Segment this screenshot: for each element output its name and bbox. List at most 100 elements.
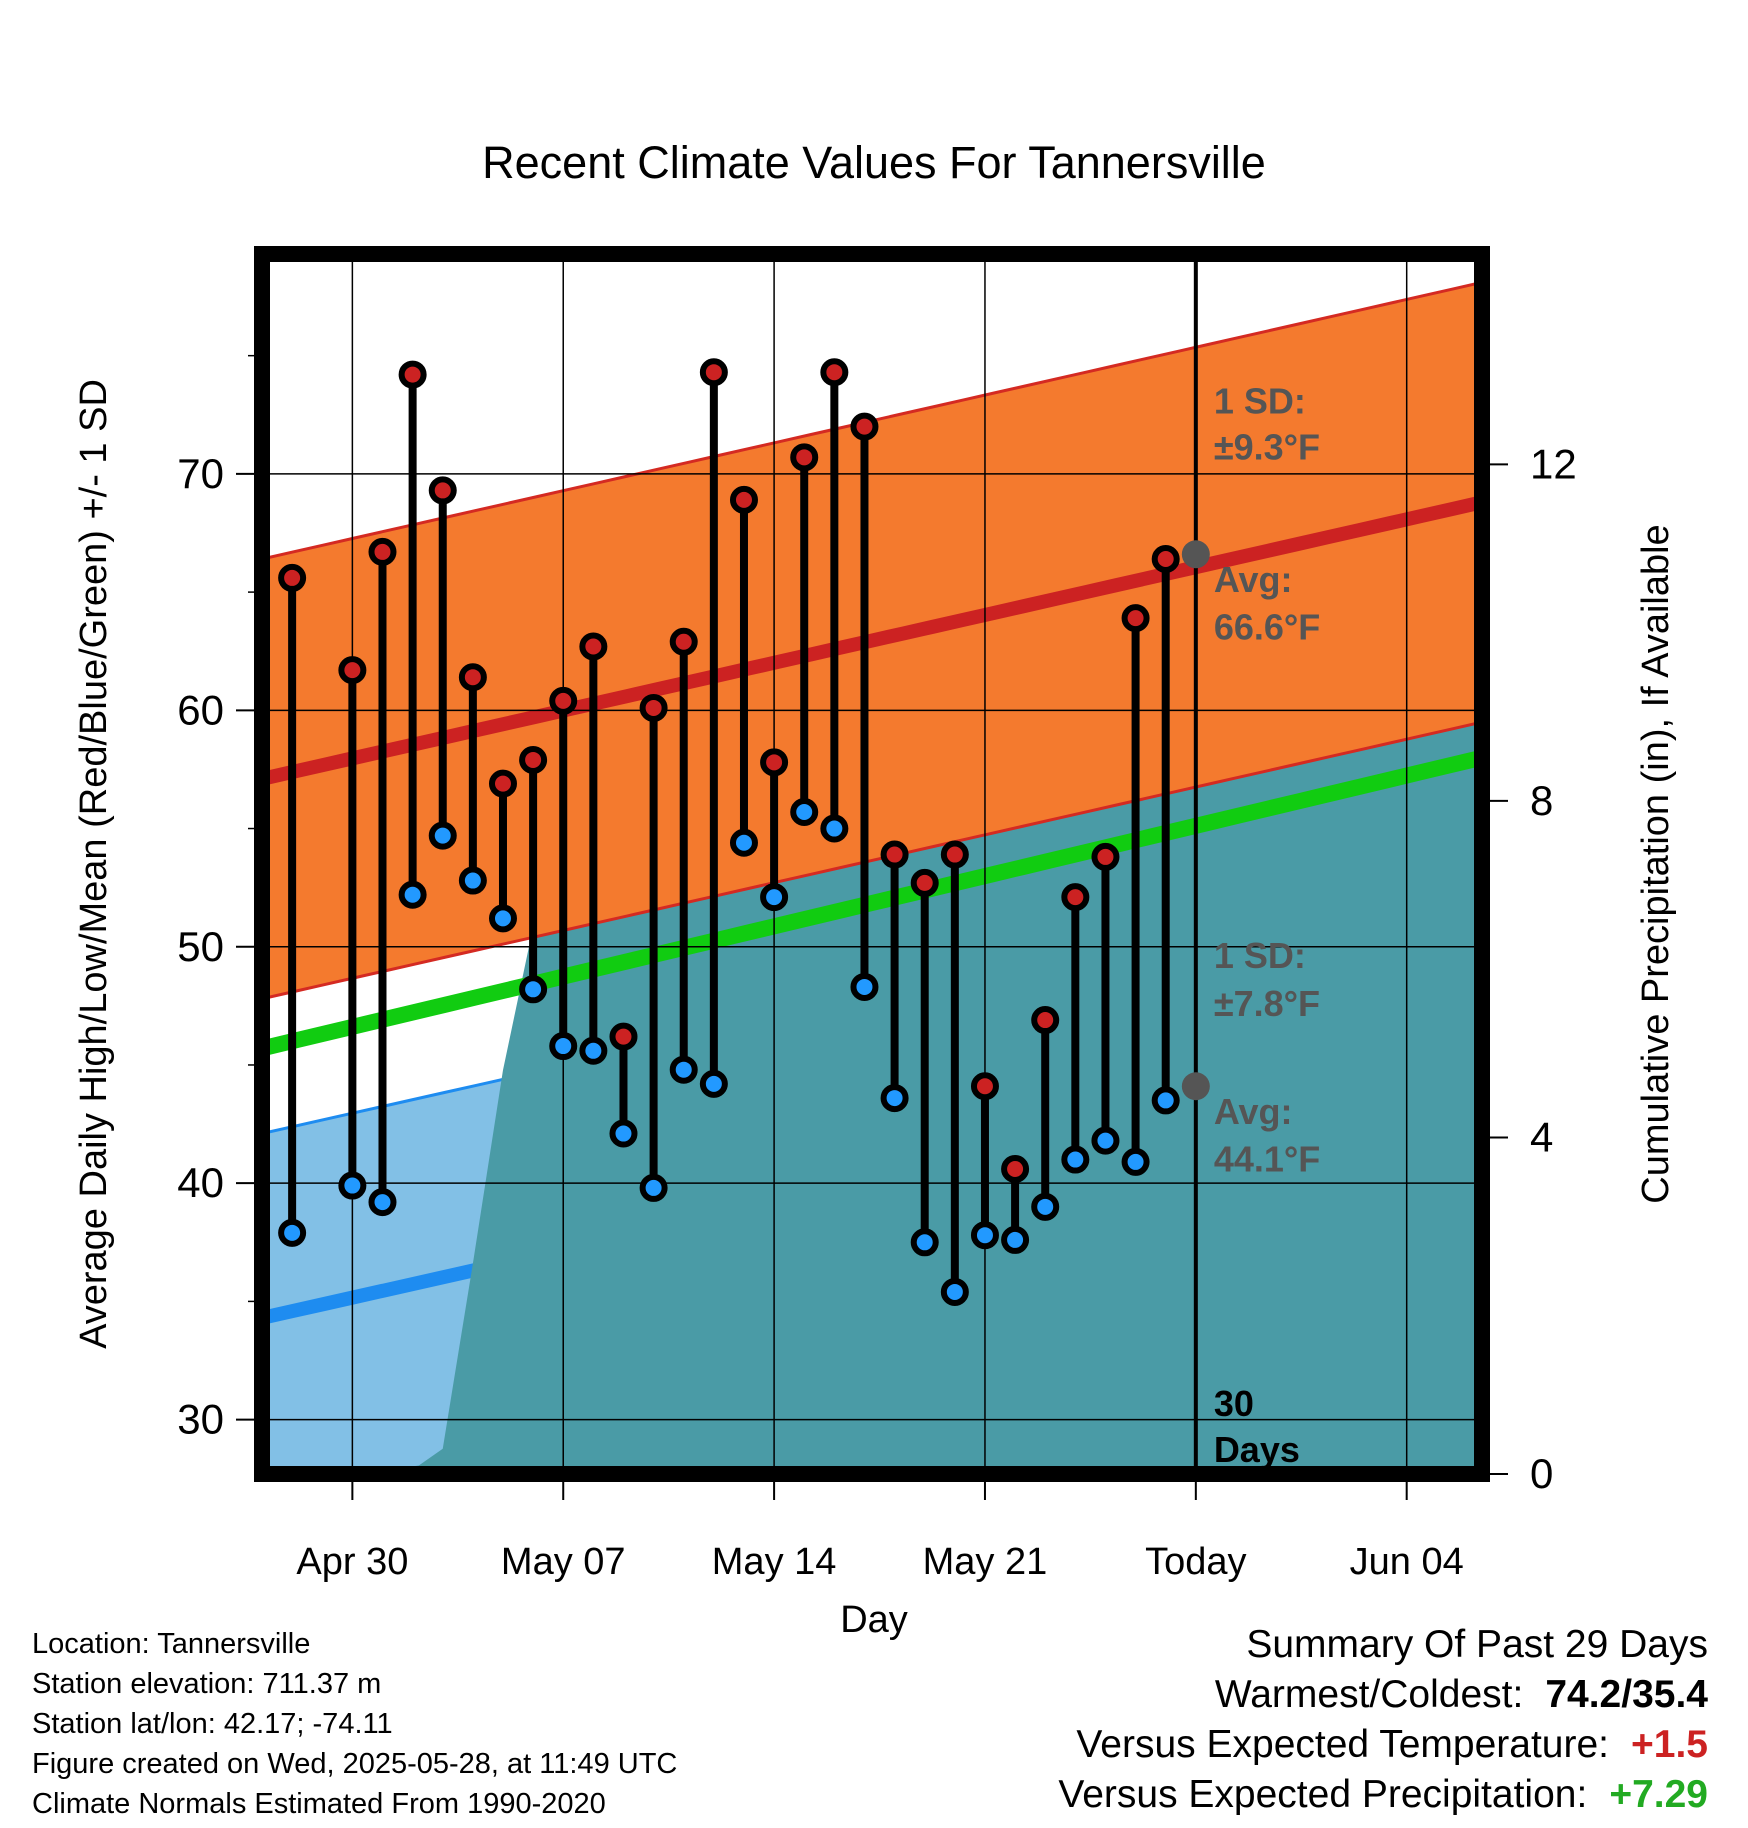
high-point	[609, 1022, 638, 1051]
y2-tick-label-3: 12	[1530, 440, 1577, 487]
temp-label: Versus Expected Temperature:	[1076, 1723, 1609, 1766]
low-point	[1031, 1192, 1060, 1221]
high-sd-label: 1 SD:	[1214, 381, 1306, 422]
low-point	[940, 1277, 969, 1306]
low-point	[910, 1228, 939, 1257]
x-tick-label-3: May 21	[923, 1541, 1048, 1583]
x-tick-label-1: May 07	[501, 1541, 626, 1583]
x-tick-label-5: Jun 04	[1350, 1541, 1464, 1583]
days-count-number: 30	[1214, 1383, 1254, 1424]
low-point	[850, 972, 879, 1001]
low-point	[699, 1069, 728, 1098]
temp-value: +1.5	[1631, 1723, 1708, 1766]
low-point	[970, 1221, 999, 1250]
x-tick-label-0: Apr 30	[296, 1541, 408, 1583]
low-point	[1151, 1086, 1180, 1115]
high-point	[790, 443, 819, 472]
high-point	[1001, 1155, 1030, 1183]
y-tick-label-1: 40	[177, 1159, 224, 1206]
low-point	[669, 1055, 698, 1084]
high-point	[368, 537, 397, 566]
location-text: Location: Tannersville	[32, 1628, 311, 1660]
high-point	[579, 632, 608, 661]
warm-cold-label: Warmest/Coldest:	[1214, 1673, 1524, 1716]
low-point	[338, 1171, 367, 1200]
days-count-unit: Days	[1214, 1429, 1300, 1470]
low-point	[880, 1084, 909, 1113]
high-point	[458, 663, 487, 692]
low-point	[820, 814, 849, 843]
elevation-text: Station elevation: 711.37 m	[32, 1668, 382, 1700]
low-avg-value: 44.1°F	[1214, 1138, 1320, 1179]
today-high-avg-marker	[1181, 540, 1210, 569]
low-point	[549, 1032, 578, 1061]
high-point	[519, 745, 548, 774]
high-point	[970, 1072, 999, 1101]
low-point	[790, 797, 819, 826]
high-point	[338, 656, 367, 685]
high-point	[940, 840, 969, 869]
summary-warm-cold: Warmest/Coldest: 74.2/35.4	[1058, 1670, 1708, 1720]
high-point	[880, 840, 909, 869]
high-normal-line	[262, 495, 1482, 786]
y-tick-label-4: 70	[177, 450, 224, 497]
x-tick-label-2: May 14	[712, 1541, 837, 1583]
warm-cold-value: 74.2/35.4	[1545, 1673, 1708, 1716]
high-avg-value: 66.6°F	[1214, 606, 1320, 647]
low-avg-label: Avg:	[1214, 1091, 1293, 1132]
y-axis-label-left: Average Daily High/Low/Mean (Red/Blue/Gr…	[73, 379, 115, 1349]
summary-temp: Versus Expected Temperature: +1.5	[1058, 1720, 1708, 1770]
low-point	[760, 883, 789, 912]
high-point	[850, 412, 879, 441]
high-point	[1061, 883, 1090, 912]
precip-label: Versus Expected Precipitation:	[1058, 1773, 1588, 1816]
precip-value: +7.29	[1609, 1773, 1708, 1816]
low-point	[368, 1188, 397, 1217]
summary-heading: Summary Of Past 29 Days	[1246, 1623, 1708, 1666]
low-point	[488, 904, 517, 933]
summary-panel: Summary Of Past 29 Days Warmest/Coldest:…	[1058, 1620, 1708, 1820]
high-point	[820, 358, 849, 387]
low-point	[458, 866, 487, 895]
low-point	[729, 828, 758, 857]
latlon-text: Station lat/lon: 42.17; -74.11	[32, 1708, 393, 1740]
low-point	[278, 1218, 307, 1247]
plot-frame	[254, 246, 1490, 1482]
high-sd-value: ±9.3°F	[1214, 427, 1320, 468]
low-sd-label: 1 SD:	[1214, 935, 1306, 976]
y-axis-label-right: Cumulative Precipitation (in), If Availa…	[1635, 524, 1677, 1203]
normals-text: Climate Normals Estimated From 1990-2020	[32, 1788, 606, 1820]
high-point	[729, 485, 758, 514]
y2-tick-label-1: 4	[1530, 1113, 1553, 1160]
low-point	[1091, 1126, 1120, 1155]
low-point	[428, 821, 457, 850]
low-point	[639, 1173, 668, 1202]
high-point	[549, 686, 578, 715]
high-sd-band-lower-edge	[262, 720, 1482, 1001]
y2-tick-label-2: 8	[1530, 777, 1553, 824]
created-text: Figure created on Wed, 2025-05-28, at 11…	[32, 1748, 678, 1780]
summary-precip: Versus Expected Precipitation: +7.29	[1058, 1770, 1708, 1820]
y-tick-label-2: 50	[177, 923, 224, 970]
low-point	[609, 1119, 638, 1148]
high-point	[1091, 842, 1120, 871]
today-low-avg-marker	[1181, 1072, 1210, 1101]
high-point	[760, 748, 789, 777]
low-sd-value: ±7.8°F	[1214, 983, 1320, 1024]
high-point	[699, 358, 728, 387]
low-point	[519, 975, 548, 1004]
high-point	[398, 360, 427, 389]
high-point	[428, 476, 457, 505]
low-point	[1061, 1145, 1090, 1174]
high-point	[639, 693, 668, 722]
station-info: Location: Tannersville Station elevation…	[32, 1624, 677, 1824]
low-point	[1121, 1147, 1150, 1176]
low-point	[579, 1036, 608, 1065]
high-point	[669, 627, 698, 656]
high-point	[1121, 604, 1150, 633]
chart-title: Recent Climate Values For Tannersville	[482, 137, 1266, 188]
high-avg-label: Avg:	[1214, 559, 1293, 600]
high-point	[1031, 1006, 1060, 1035]
x-axis-label: Day	[840, 1599, 908, 1641]
